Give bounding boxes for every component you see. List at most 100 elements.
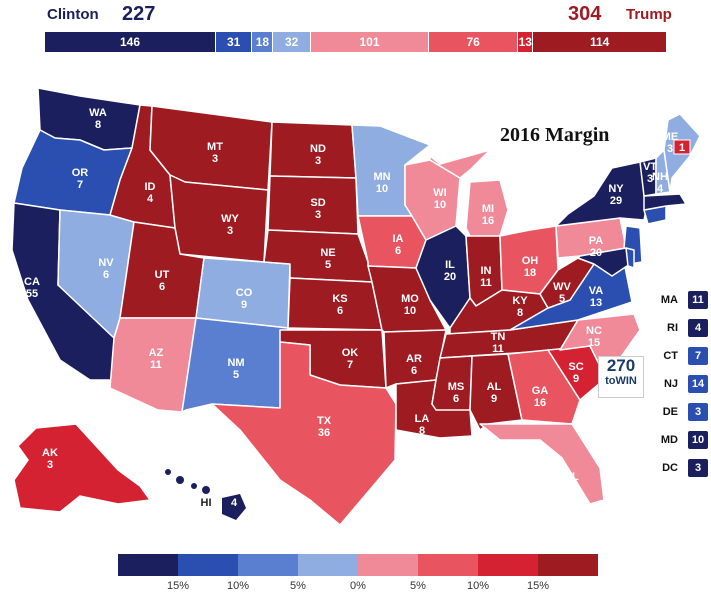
- state-abbr-NE: NE: [320, 247, 335, 259]
- state-ev-OH: 18: [524, 267, 536, 279]
- state-ev-CO: 9: [241, 299, 247, 311]
- state-ev-AZ: 11: [150, 359, 162, 371]
- state-HI[interactable]: [165, 469, 246, 520]
- state-abbr-WV: WV: [553, 281, 571, 293]
- small-state-abbr: MD: [660, 434, 678, 446]
- state-AK[interactable]: [13, 423, 152, 513]
- state-NY[interactable]: [555, 161, 649, 227]
- legend-swatch: [538, 554, 598, 576]
- map-title: 2016 Margin: [500, 124, 610, 146]
- state-abbr-NH: NH: [652, 171, 668, 183]
- state-abbr-MI: MI: [482, 203, 494, 215]
- state-abbr-HI: HI: [201, 497, 212, 509]
- me2-label: 1: [679, 142, 685, 154]
- state-ev-UT: 6: [159, 281, 165, 293]
- state-abbr-MS: MS: [448, 381, 465, 393]
- me2-district[interactable]: [673, 139, 691, 155]
- state-abbr-TX: TX: [317, 415, 332, 427]
- state-ev-IL: 20: [444, 271, 456, 283]
- state-abbr-LA: LA: [415, 413, 430, 425]
- state-ev-FL: 29: [566, 483, 578, 495]
- ev-segment: 146: [45, 32, 217, 52]
- state-ev-SC: 9: [573, 373, 579, 385]
- legend-swatch: [178, 554, 238, 576]
- state-abbr-AR: AR: [406, 353, 422, 365]
- state-MA[interactable]: [643, 193, 687, 211]
- legend-swatch: [418, 554, 478, 576]
- state-abbr-IL: IL: [445, 259, 455, 271]
- state-ev-NC: 15: [588, 337, 600, 349]
- state-FL[interactable]: [479, 423, 605, 505]
- state-abbr-TN: TN: [491, 331, 506, 343]
- ev-segment: 18: [252, 32, 274, 52]
- state-ev-TN: 11: [492, 343, 504, 355]
- trump-label: Trump: [626, 6, 672, 23]
- small-state-abbr: MA: [660, 294, 678, 306]
- small-state-ev: 3: [688, 403, 708, 421]
- small-state-ev: 11: [688, 291, 708, 309]
- state-WY[interactable]: [169, 174, 269, 263]
- state-ev-IA: 6: [395, 245, 401, 257]
- state-abbr-MT: MT: [207, 141, 223, 153]
- state-ev-MS: 6: [453, 393, 459, 405]
- legend-label: 15%: [526, 580, 550, 592]
- state-ev-KY: 8: [517, 307, 523, 319]
- logo-270towin[interactable]: 270 toWIN: [598, 356, 644, 398]
- legend-label: 15%: [166, 580, 190, 592]
- state-abbr-UT: UT: [155, 269, 170, 281]
- small-state-ev: 14: [688, 375, 708, 393]
- state-abbr-KS: KS: [332, 293, 347, 305]
- state-ev-NY: 29: [610, 195, 622, 207]
- legend-swatch: [358, 554, 418, 576]
- ev-segment: 31: [216, 32, 253, 52]
- margin-legend: [118, 554, 598, 576]
- clinton-total: 227: [122, 3, 156, 25]
- legend-label: 10%: [226, 580, 250, 592]
- state-ev-WV: 5: [559, 293, 565, 305]
- state-ev-VT: 3: [647, 173, 653, 185]
- legend-label: 10%: [466, 580, 490, 592]
- state-MI[interactable]: [429, 149, 491, 179]
- ev-segment: 32: [273, 32, 311, 52]
- state-ev-NM: 5: [233, 369, 239, 381]
- legend-label: 0%: [350, 580, 366, 592]
- state-abbr-FL: FL: [565, 471, 579, 483]
- ev-segment: 13: [518, 32, 534, 52]
- state-ev-NV: 6: [103, 269, 109, 281]
- small-state-abbr: NJ: [663, 378, 678, 390]
- state-ev-ND: 3: [315, 155, 321, 167]
- state-abbr-AK: AK: [42, 447, 58, 459]
- small-state-ev: 10: [688, 431, 708, 449]
- state-abbr-OK: OK: [342, 347, 359, 359]
- small-state-row[interactable]: MD 10: [652, 428, 708, 452]
- small-state-row[interactable]: MA 11: [652, 288, 708, 312]
- state-ev-MI: 16: [482, 215, 494, 227]
- state-abbr-PA: PA: [589, 235, 604, 247]
- small-state-row[interactable]: RI 4: [652, 316, 708, 340]
- state-ev-WY: 3: [227, 225, 233, 237]
- state-abbr-OR: OR: [72, 167, 89, 179]
- logo-number: 270: [606, 356, 636, 375]
- state-abbr-ND: ND: [310, 143, 326, 155]
- legend-swatch: [118, 554, 178, 576]
- small-state-row[interactable]: CT 7: [652, 344, 708, 368]
- small-state-abbr: DC: [662, 462, 678, 474]
- state-abbr-ID: ID: [145, 181, 156, 193]
- small-state-abbr: CT: [663, 350, 678, 362]
- state-TX[interactable]: [211, 341, 397, 526]
- state-abbr-NM: NM: [227, 357, 244, 369]
- state-ev-OR: 7: [77, 179, 83, 191]
- small-state-row[interactable]: DE 3: [652, 400, 708, 424]
- state-ev-AL: 9: [491, 393, 497, 405]
- small-state-row[interactable]: DC 3: [652, 456, 708, 480]
- clinton-label: Clinton: [47, 6, 99, 23]
- state-ev-LA: 8: [419, 425, 425, 437]
- state-DE[interactable]: [625, 247, 635, 269]
- state-abbr-NY: NY: [608, 183, 624, 195]
- state-GA[interactable]: [507, 349, 581, 425]
- state-abbr-WI: WI: [433, 187, 446, 199]
- state-abbr-VT: VT: [643, 161, 657, 173]
- legend-swatch: [298, 554, 358, 576]
- small-state-row[interactable]: NJ 14: [652, 372, 708, 396]
